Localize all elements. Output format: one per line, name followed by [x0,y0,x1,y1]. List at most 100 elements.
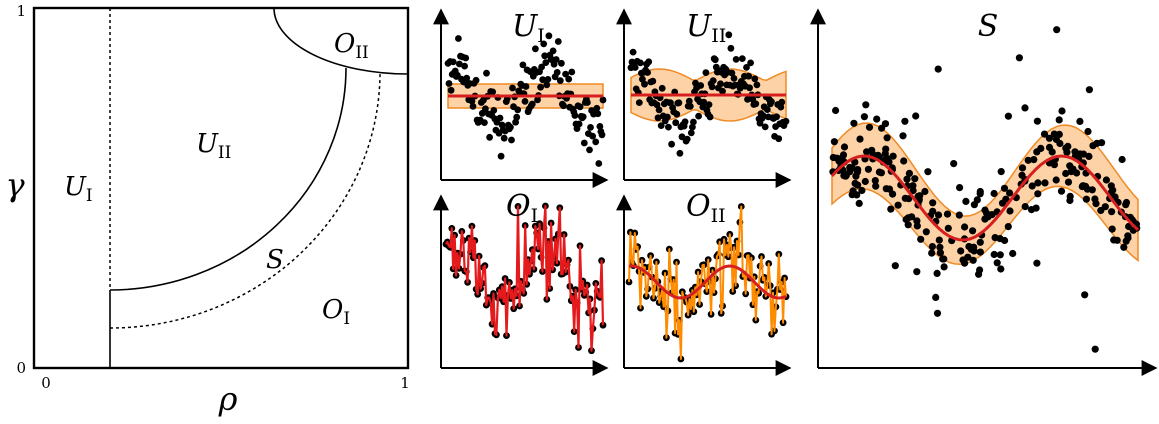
panel-s-dot [1093,139,1101,147]
panel-u2-dot [681,118,689,126]
panel-s-dot [944,224,952,232]
panel-u1-dot [565,75,573,83]
panel-s-dot [874,151,882,159]
panel-u1-dot [587,124,594,131]
panel-s-dot [1041,179,1049,187]
panel-u1-dot [580,139,588,147]
panel-u1-dot [482,105,489,113]
panel-u2-dot [705,101,713,108]
panel-u2-dot [664,113,671,121]
x-tick-1: 1 [400,374,410,392]
panel-u1-dot [455,35,462,42]
panel-s-dot [1018,164,1027,172]
panel-u2-dot [709,77,717,84]
panel-s-dot [950,160,958,168]
panel-u1-dot [579,113,587,121]
panel-s-outlier [1058,107,1066,115]
panel-u2-dot [746,84,753,92]
panel-u1-dot [508,136,515,144]
panel-u1-dot [500,134,508,142]
panel-s-dot [1055,116,1063,124]
panel-s-dot [889,190,897,198]
panel-s: S [810,8,1158,376]
panel-s-dot [913,217,921,225]
panel-s-dot [1079,150,1088,158]
panel-s-dot [1021,203,1029,211]
panel-u2-dot [753,81,761,89]
panel-u1-dot [571,112,579,119]
panel-s-dot [889,152,897,160]
panel-u2-dot [728,69,736,77]
panel-u1-dot [586,146,593,154]
panel-u1-dot [468,97,476,105]
panel-u1-dot [532,45,539,53]
panel-u2-title: UII [686,9,726,47]
panel-s-dot [936,243,944,251]
panel-s-dot [934,211,943,219]
panel-s-dot [924,168,932,176]
panel-s-dot [873,115,881,123]
panel-s-dot [1045,134,1053,142]
panel-s-dot [864,165,873,173]
panel-s-dot [1050,161,1058,169]
panel-u2-dot [637,59,644,67]
panel-u2-dot [695,112,702,120]
panel-u1-dot [483,69,490,77]
panel-s-dot [940,263,948,271]
panel-u1-dot [584,99,591,106]
panel-u2-dot [673,110,681,118]
panel-s-dot [840,172,848,180]
panel-s-dot [957,247,965,255]
panel-u1-dot [537,83,544,91]
panel-s-dot [1066,196,1074,205]
panel-s-outlier [997,265,1005,273]
panel-s-outlier [840,143,849,151]
panel-s-dot [1062,169,1070,178]
panel-s-outlier [1032,204,1040,212]
panel-s-outlier [913,268,921,276]
panel-o2-trend [628,264,787,300]
panel-s-outlier [1076,117,1084,125]
panel-u1-dot [507,123,514,131]
panel-u1-dot [472,76,480,84]
panel-u1-dot [496,114,504,122]
panel-s-dot [871,177,879,185]
panel-u1-dot [449,58,457,66]
panel-u1-dot [481,119,488,126]
panel-u1-dot [540,40,548,48]
panel-s-dot [848,164,856,172]
panel-u1-dot [489,88,497,96]
panel-s-dot [933,269,941,277]
panel-u1-dot [521,98,529,105]
panel-s-dot [1071,148,1079,156]
panel-s-dot [1102,176,1110,184]
panel-s-dot [904,221,912,229]
panel-u2-dot [745,72,752,80]
panel-s-dot [909,182,917,190]
panel-s-outlier [956,184,964,192]
panel-u2-dot [697,82,705,89]
panel-s-dot [878,124,886,132]
panel-u2-dot [717,80,724,88]
panel-s-outlier [996,251,1004,259]
panel-s-dot [929,199,937,207]
panel-s-dot [932,293,940,301]
panel-s-dot [1004,223,1012,231]
panel-u2-dot [658,84,666,92]
panel-s-dot [851,179,859,187]
panel-s-dot [936,249,945,257]
panel-s-dot [922,228,930,236]
panel-s-dot [961,259,969,267]
panel-s-dot [887,205,895,213]
panel-u1-dot [556,77,564,84]
panel-u2-dot [675,99,683,107]
phase-diagram: 0 1 0 1 ρ γ UI UII OI OII S [5,2,409,418]
panel-u2-dot [635,99,643,106]
panel-s-dot [997,168,1005,176]
panel-s-dot [1034,190,1042,198]
panel-u2-dot [665,123,672,131]
x-axis-label: ρ [218,380,238,418]
panel-s-outlier [1091,345,1099,353]
panel-u1-dot [445,80,453,87]
panel-s-dot [928,249,936,257]
